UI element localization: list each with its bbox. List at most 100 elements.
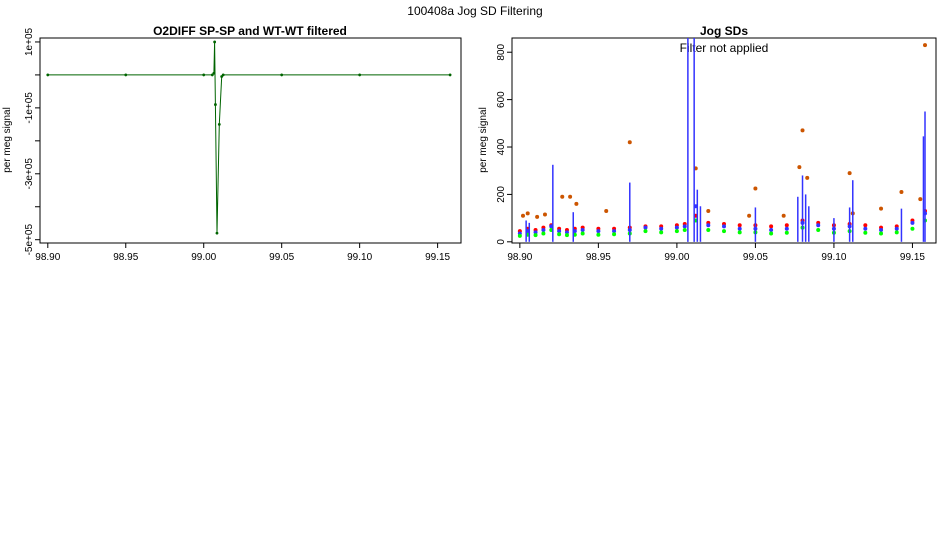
right-series-point	[769, 224, 774, 229]
right-series-point	[800, 128, 805, 133]
right-series-point	[722, 224, 726, 229]
right-series-point	[580, 231, 585, 236]
right-series-point	[769, 231, 774, 236]
right-series-point	[612, 232, 617, 237]
right-series-point	[568, 194, 573, 199]
left-x-tick-label: 99.15	[425, 252, 450, 263]
right-series-point	[564, 230, 569, 235]
left-x-tick-label: 98.90	[35, 252, 60, 263]
left-x-tick-label: 98.95	[113, 252, 138, 263]
left-series-point	[448, 73, 452, 77]
right-series-point	[784, 223, 789, 228]
right-panel: Jog SDs per meg signal Filter not applie…	[478, 24, 937, 263]
left-axes: 98.90 98.95 99.00 99.05 99.10 99.15 1e+05 -1e+0…	[24, 27, 451, 263]
right-series-point	[535, 214, 540, 219]
right-series-point	[541, 231, 546, 236]
left-series-point	[280, 73, 284, 77]
right-series-point	[659, 226, 664, 231]
right-plot-frame	[511, 37, 937, 244]
right-x-tick-label: 99.10	[821, 252, 846, 263]
right-series-point	[564, 233, 569, 238]
filter-annotation: Filter not applied	[680, 41, 769, 55]
left-series-point	[124, 73, 128, 77]
right-series-point	[797, 165, 802, 170]
right-series-point	[769, 227, 774, 232]
right-series-point	[541, 227, 546, 232]
right-x-tick-label: 99.05	[743, 252, 768, 263]
left-x-tick-label: 99.10	[347, 252, 372, 263]
right-series-point	[674, 225, 679, 230]
right-x-tick-label: 98.90	[507, 252, 532, 263]
left-series-point	[213, 40, 217, 44]
right-series-point	[879, 231, 884, 236]
left-panel: O2DIFF SP-SP and WT-WT filtered per meg …	[2, 24, 462, 263]
right-series-point	[533, 230, 538, 235]
right-panel-title: Jog SDs	[700, 24, 748, 38]
right-series-point	[596, 232, 601, 237]
left-y-tick-label: -5e+05	[24, 224, 35, 256]
left-panel-title: O2DIFF SP-SP and WT-WT filtered	[153, 24, 347, 38]
right-series-point	[643, 225, 648, 230]
right-series-point	[706, 227, 711, 232]
right-series-point	[737, 223, 742, 228]
right-series-point	[533, 233, 538, 238]
right-series-point	[784, 226, 789, 231]
right-series-point	[525, 211, 530, 216]
right-series-point	[863, 226, 868, 231]
left-y-tick-label: -1e+05	[24, 92, 35, 124]
right-series-point	[706, 209, 711, 214]
left-data	[46, 40, 452, 235]
right-series-point	[784, 230, 789, 235]
right-y-tick-label: 0	[496, 239, 507, 245]
left-series-point	[202, 73, 206, 77]
right-series-point	[682, 224, 687, 229]
right-series-point	[923, 43, 928, 48]
left-series-point	[358, 73, 362, 77]
left-series-point	[217, 122, 221, 126]
right-series-point	[560, 194, 565, 199]
right-series-point	[737, 230, 742, 235]
left-x-tick-label: 99.00	[191, 252, 216, 263]
right-series-point	[737, 226, 742, 231]
right-series-point	[863, 223, 868, 228]
right-y-tick-label: 200	[496, 186, 507, 203]
right-series-point	[517, 233, 522, 238]
left-plot-frame	[39, 37, 462, 244]
right-series-point	[682, 227, 687, 232]
left-series-point	[46, 73, 50, 77]
left-y-tick-label: -3e+05	[24, 158, 35, 190]
right-clipped-data	[517, 38, 928, 242]
right-series-point	[604, 209, 609, 214]
right-series-point	[805, 175, 810, 180]
right-series-point	[879, 206, 884, 211]
right-series-point	[659, 230, 664, 235]
right-series-point	[847, 171, 852, 176]
right-y-tick-label: 600	[496, 91, 507, 108]
right-series-point	[596, 229, 601, 234]
right-axes: 98.90 98.95 99.00 99.05 99.10 99.15 0 200 400 600…	[496, 43, 925, 263]
right-series-point	[747, 213, 752, 218]
left-series-point	[221, 73, 225, 77]
right-y-tick-label: 400	[496, 138, 507, 155]
right-x-tick-label: 99.15	[900, 252, 925, 263]
right-series-point	[910, 226, 915, 231]
left-series-point	[215, 231, 219, 235]
right-series-point	[863, 230, 868, 235]
right-series-point	[816, 223, 821, 228]
left-y-axis-label: per meg signal	[2, 107, 13, 173]
right-series-point	[557, 232, 562, 237]
left-x-tick-label: 99.05	[269, 252, 294, 263]
right-series-point	[816, 227, 821, 232]
right-x-tick-label: 99.00	[664, 252, 689, 263]
right-series-point	[612, 229, 617, 234]
left-series-point	[212, 71, 216, 75]
right-series-point	[580, 227, 585, 232]
right-series-point	[910, 220, 915, 225]
left-y-tick-label: 1e+05	[24, 27, 35, 56]
right-series-point	[643, 229, 648, 234]
right-series-point	[899, 190, 904, 195]
right-series-point	[753, 186, 758, 191]
right-series-point	[627, 140, 632, 145]
right-y-axis-label: per meg signal	[478, 107, 489, 173]
right-series-point	[574, 201, 579, 206]
